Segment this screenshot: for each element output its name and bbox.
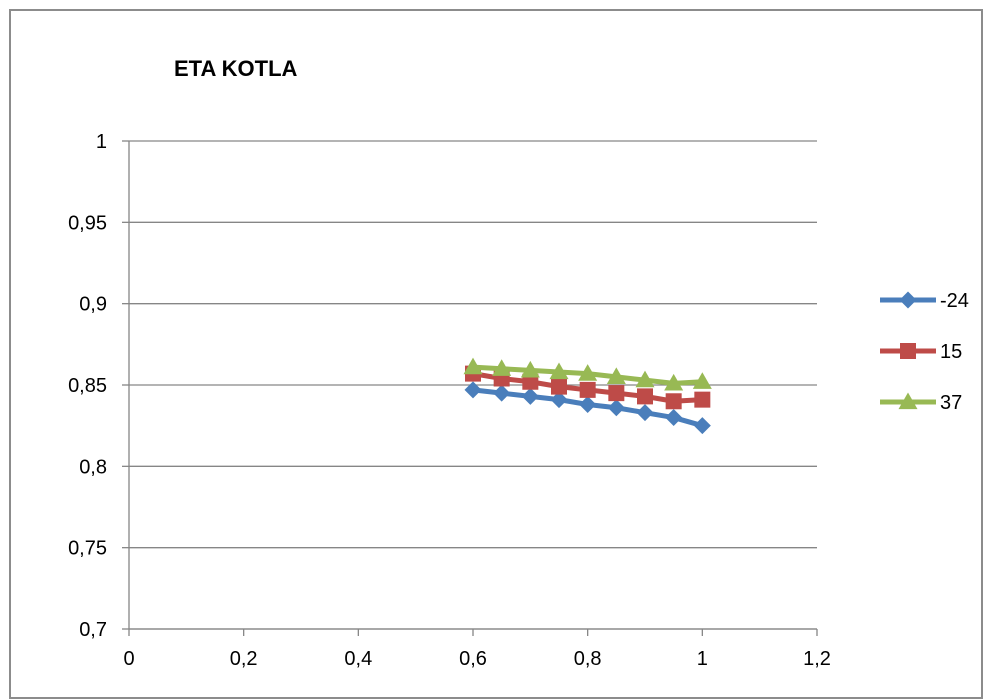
data-point — [692, 372, 712, 389]
data-point — [607, 399, 625, 417]
data-point — [636, 404, 654, 422]
chart-frame — [9, 9, 983, 699]
data-point — [579, 381, 596, 398]
data-point — [608, 385, 625, 402]
legend: -24 15 37 — [880, 290, 969, 414]
chart-title: ETA KOTLA — [174, 56, 298, 81]
series-1 — [464, 381, 711, 435]
data-point — [635, 370, 655, 388]
y-tick-label: 1 — [96, 131, 107, 153]
legend-item-1: -24 — [880, 290, 969, 312]
legend-marker — [898, 392, 918, 410]
y-tick-label: 0,7 — [79, 619, 107, 641]
data-point — [492, 359, 512, 376]
legend-marker — [900, 343, 916, 359]
x-tick-label: 1,2 — [803, 648, 831, 670]
x-tick-label: 0,2 — [230, 648, 258, 670]
legend-label: 37 — [940, 392, 962, 414]
data-point — [550, 391, 568, 409]
x-tick-label: 0,8 — [574, 648, 602, 670]
data-point — [665, 393, 682, 410]
legend-item-2: 15 — [880, 341, 962, 363]
series-layer — [463, 357, 712, 435]
axes: 0,7 0,75 0,8 0,85 0,9 0,95 1 0 0,2 0,4 0,6 0,8 1 1,2 — [68, 131, 831, 670]
data-point — [520, 360, 540, 378]
data-point — [463, 357, 483, 375]
x-tick-label: 0 — [123, 648, 134, 670]
data-point — [637, 388, 653, 405]
data-point — [606, 367, 626, 384]
data-point — [579, 396, 597, 414]
data-point — [578, 364, 598, 381]
data-point — [521, 387, 539, 405]
data-point — [665, 409, 683, 427]
data-point — [693, 417, 711, 435]
y-tick-label: 0,8 — [79, 456, 107, 478]
data-point — [464, 381, 482, 399]
x-tick-label: 0,4 — [344, 648, 372, 670]
data-point — [664, 373, 684, 391]
x-tick-label: 0,6 — [459, 648, 487, 670]
y-tick-label: 0,95 — [68, 212, 107, 234]
data-point — [522, 373, 539, 390]
y-tick-label: 0,75 — [68, 538, 107, 560]
data-point — [551, 378, 567, 395]
y-tick-label: 0,85 — [68, 375, 107, 397]
legend-label: 15 — [940, 341, 962, 363]
legend-item-3: 37 — [880, 392, 962, 414]
series-3 — [463, 357, 712, 391]
data-point — [549, 362, 569, 380]
data-point — [694, 391, 711, 408]
y-tick-label: 0,9 — [79, 294, 107, 316]
data-point — [493, 384, 511, 402]
legend-label: -24 — [940, 290, 969, 312]
x-tick-label: 1 — [697, 648, 708, 670]
legend-marker — [899, 291, 917, 309]
